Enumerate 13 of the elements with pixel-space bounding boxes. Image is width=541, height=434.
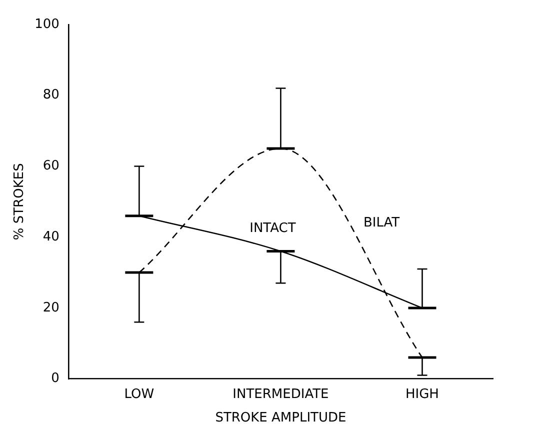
y-tick-label: 100: [34, 16, 60, 32]
y-tick-label: 0: [51, 371, 60, 386]
y-tick-label: 40: [42, 229, 60, 244]
y-tick-label: 80: [42, 88, 60, 103]
series-label: BILAT: [363, 215, 400, 230]
x-tick-label: LOW: [124, 386, 154, 402]
y-axis-title: % STROKES: [12, 163, 28, 240]
x-tick-label: INTERMEDIATE: [232, 386, 329, 402]
series-label: INTACT: [250, 221, 296, 236]
y-tick-label: 20: [42, 300, 60, 316]
x-axis-title: STROKE AMPLITUDE: [215, 410, 346, 426]
y-tick-label: 60: [42, 158, 60, 174]
x-tick-label: HIGH: [406, 386, 439, 402]
